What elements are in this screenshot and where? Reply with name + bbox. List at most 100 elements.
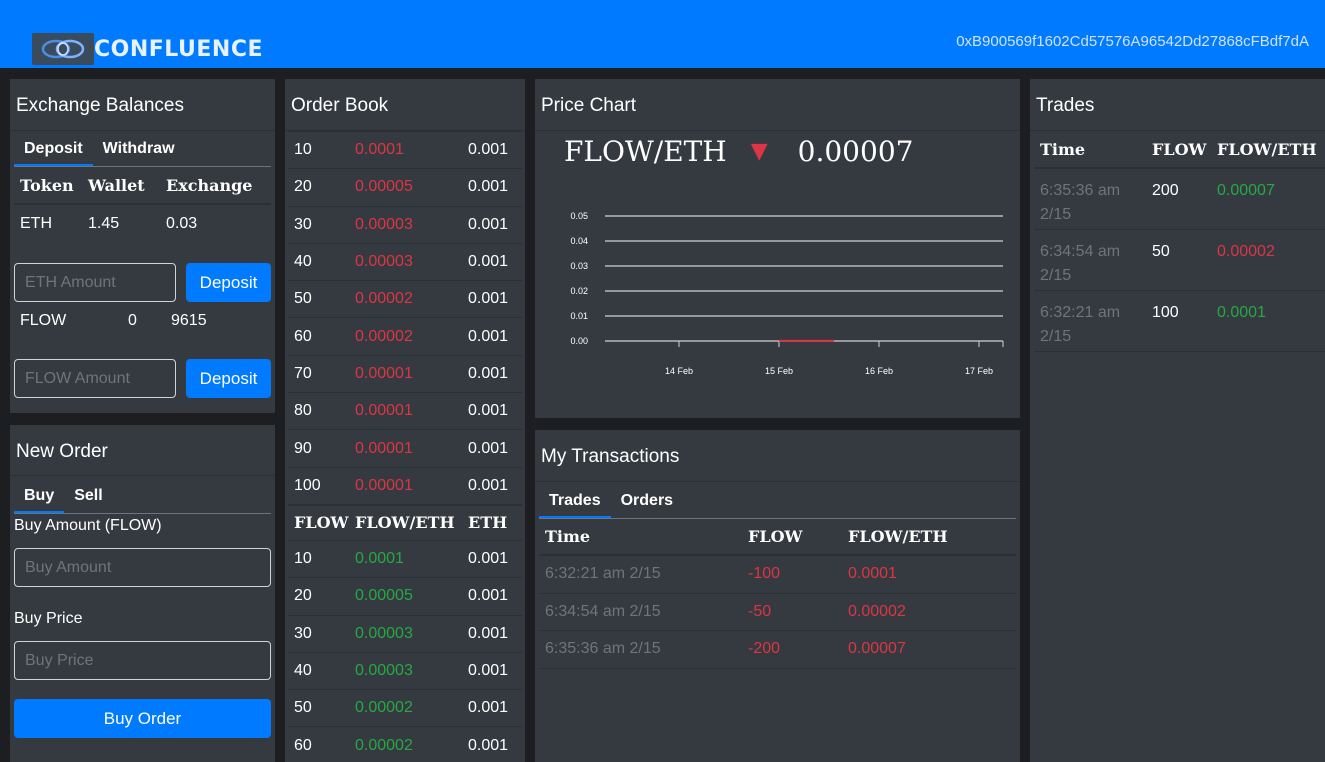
tab-trades[interactable]: Trades (539, 492, 611, 518)
buy-order-row[interactable]: 30 0.00003 0.001 (288, 614, 522, 652)
trades-header: Time FLOW FLOW/ETH (1034, 131, 1325, 169)
deposit-flow-button[interactable]: Deposit (186, 359, 271, 398)
price-summary: FLOW/ETH ▼ 0.00007 (564, 135, 913, 168)
wallet-balance: 0 (128, 312, 137, 329)
order-total: 0.001 (468, 439, 509, 457)
trade-time: 6:35:36 am 2/15 (1034, 179, 1152, 227)
tab-orders[interactable]: Orders (620, 492, 674, 509)
logo[interactable]: CONFLUENCE (32, 33, 263, 65)
flow-amount-input[interactable]: FLOW Amount (14, 359, 176, 398)
transaction-amount: -50 (748, 602, 772, 620)
order-price: 0.00003 (355, 662, 413, 679)
order-total: 0.001 (468, 290, 509, 308)
order-total: 0.001 (468, 624, 509, 642)
sell-order-row[interactable]: 100 0.00001 0.001 (288, 466, 522, 504)
col-eth: ETH (468, 513, 508, 533)
order-amount: 90 (294, 439, 312, 457)
order-amount: 70 (294, 364, 312, 382)
order-total: 0.001 (468, 253, 509, 271)
col-time: Time (1040, 139, 1086, 159)
transaction-row: 6:32:21 am 2/15 -100 0.0001 (539, 556, 1016, 594)
col-exchange: Exchange (166, 175, 253, 195)
order-amount: 80 (294, 402, 312, 420)
order-amount: 100 (294, 476, 321, 494)
sell-order-row[interactable]: 30 0.00003 0.001 (288, 205, 522, 243)
last-price: 0.00007 (797, 135, 914, 168)
order-total: 0.001 (468, 587, 509, 605)
price-chart[interactable]: 0.05 0.04 0.03 0.02 0.01 0.00 14 Feb 15 Feb 16 F… (535, 204, 1020, 384)
card-title: Price Chart (535, 79, 1020, 131)
trade-time-date: 2/15 (1040, 328, 1072, 345)
tab-buy[interactable]: Buy (14, 487, 65, 513)
order-amount: 10 (294, 550, 312, 568)
trade-price: 0.00007 (1217, 182, 1275, 199)
trade-row: 6:34:54 am 2/15 50 0.00002 (1034, 230, 1325, 291)
sell-order-row[interactable]: 60 0.00002 0.001 (288, 317, 522, 354)
y-tick-label: 0.00 (570, 336, 588, 346)
buy-order-button[interactable]: Buy Order (14, 699, 271, 738)
transaction-time: 6:32:21 am 2/15 (545, 565, 661, 583)
tab-withdraw[interactable]: Withdraw (102, 140, 175, 157)
account-address[interactable]: 0xB900569f1602Cd57576A96542Dd27868cFBdf7… (956, 33, 1309, 50)
balances-header-row: Token Wallet Exchange (14, 167, 271, 205)
sell-order-row[interactable]: 40 0.00003 0.001 (288, 242, 522, 280)
buy-order-row[interactable]: 10 0.0001 0.001 (288, 539, 522, 577)
trades-rows: 6:35:36 am 2/15 200 0.00007 6:34:54 am 2/15 50… (1034, 169, 1325, 352)
order-total: 0.001 (468, 402, 509, 420)
transactions-tabs: Trades Orders (539, 482, 1016, 519)
order-amount: 20 (294, 178, 312, 196)
buy-amount-input[interactable]: Buy Amount (14, 548, 271, 587)
order-price: 0.00005 (355, 587, 413, 605)
buy-order-row[interactable]: 60 0.00002 0.001 (288, 726, 522, 762)
exchange-balance: 9615 (171, 312, 207, 329)
y-tick-label: 0.02 (570, 286, 588, 296)
trade-time-clock: 6:32:21 am (1040, 304, 1121, 321)
navbar: CONFLUENCE 0xB900569f1602Cd57576A96542Dd… (0, 0, 1325, 68)
new-order-card: New Order Buy Sell Buy Amount (FLOW) Buy… (10, 425, 275, 762)
order-total: 0.001 (468, 141, 509, 159)
flow-balance-row: FLOW 0 9615 (14, 307, 271, 335)
col-flow: FLOW (748, 527, 803, 546)
transaction-amount: -200 (748, 640, 781, 658)
order-book-table: 10 0.0001 0.001 20 0.00005 0.001 30 0.00003 0.00… (288, 131, 522, 762)
tab-sell[interactable]: Sell (74, 487, 103, 504)
eth-amount-input[interactable]: ETH Amount (14, 263, 176, 302)
token-name: FLOW (20, 312, 67, 329)
card-title: Exchange Balances (10, 79, 275, 131)
order-total: 0.001 (468, 476, 509, 494)
sell-order-row[interactable]: 90 0.00001 0.001 (288, 429, 522, 466)
col-flow-eth: FLOW/ETH (355, 513, 455, 533)
trade-row: 6:32:21 am 2/15 100 0.0001 (1034, 291, 1325, 352)
buy-price-label: Buy Price (14, 610, 83, 627)
transaction-row: 6:35:36 am 2/15 -200 0.00007 (539, 631, 1016, 669)
buy-price-input[interactable]: Buy Price (14, 641, 271, 680)
buy-order-row[interactable]: 40 0.00003 0.001 (288, 651, 522, 689)
buy-order-row[interactable]: 50 0.00002 0.001 (288, 689, 522, 726)
sell-order-row[interactable]: 50 0.00002 0.001 (288, 280, 522, 317)
sell-order-row[interactable]: 70 0.00001 0.001 (288, 354, 522, 392)
order-price: 0.00001 (355, 364, 413, 382)
tab-deposit[interactable]: Deposit (14, 140, 93, 166)
logo-icon (32, 33, 94, 65)
transaction-time: 6:35:36 am 2/15 (545, 640, 661, 658)
sell-order-row[interactable]: 20 0.00005 0.001 (288, 168, 522, 205)
trade-amount: 100 (1152, 304, 1179, 321)
order-amount: 50 (294, 290, 312, 308)
sell-order-row[interactable]: 10 0.0001 0.001 (288, 131, 522, 168)
order-amount: 30 (294, 215, 312, 233)
buy-order-row[interactable]: 20 0.00005 0.001 (288, 577, 522, 614)
sell-order-row[interactable]: 80 0.00001 0.001 (288, 392, 522, 429)
y-tick-label: 0.03 (570, 261, 588, 271)
trade-price: 0.0001 (1217, 304, 1266, 321)
trade-row: 6:35:36 am 2/15 200 0.00007 (1034, 169, 1325, 230)
y-tick-label: 0.01 (570, 311, 588, 321)
order-price: 0.00003 (355, 215, 413, 233)
buy-orders: 10 0.0001 0.001 20 0.00005 0.001 30 0.00003 0.00… (288, 539, 522, 762)
sell-orders: 10 0.0001 0.001 20 0.00005 0.001 30 0.00003 0.00… (288, 131, 522, 504)
trade-time: 6:32:21 am 2/15 (1034, 301, 1152, 349)
order-price: 0.00001 (355, 402, 413, 420)
transactions-table: Time FLOW FLOW/ETH 6:32:21 am 2/15 -100 0.… (539, 519, 1016, 669)
deposit-eth-button[interactable]: Deposit (186, 263, 271, 302)
pair-name: FLOW/ETH (564, 135, 727, 168)
card-title: My Transactions (535, 430, 1020, 482)
